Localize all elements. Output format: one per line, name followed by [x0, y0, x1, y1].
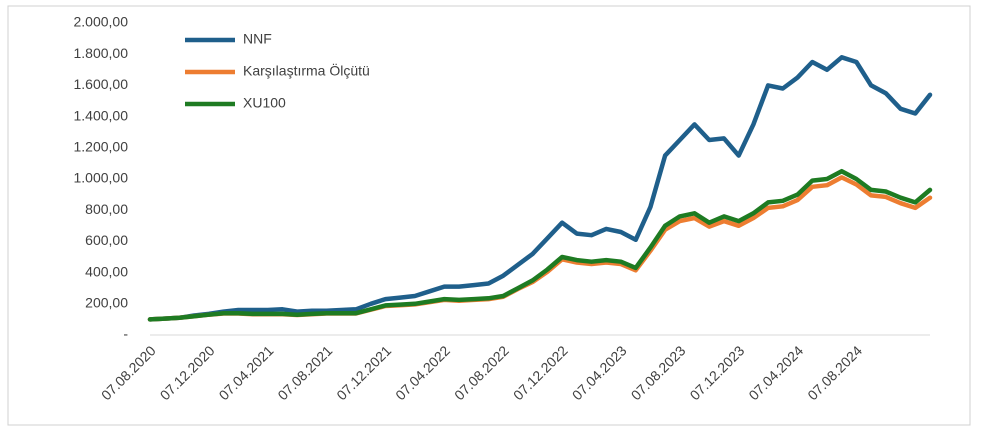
series-line	[147, 55, 933, 322]
legend-label: XU100	[243, 95, 286, 111]
y-tick-label: 200,00	[85, 295, 128, 311]
y-tick-label: 600,00	[85, 232, 128, 248]
y-tick-label: 1.400,00	[74, 107, 129, 123]
y-tick-label: 2.000,00	[74, 14, 129, 30]
y-tick-label: -	[123, 326, 128, 342]
legend-label: Karşılaştırma Ölçütü	[243, 62, 370, 79]
y-tick-label: 1.200,00	[74, 139, 129, 155]
y-tick-label: 1.600,00	[74, 76, 129, 92]
y-tick-label: 400,00	[85, 263, 128, 279]
y-tick-label: 1.000,00	[74, 170, 129, 186]
series-line	[147, 168, 933, 322]
legend-label: NNF	[243, 31, 272, 47]
y-tick-label: 1.800,00	[74, 45, 129, 61]
chart-border	[7, 5, 971, 426]
y-tick-label: 800,00	[85, 201, 128, 217]
